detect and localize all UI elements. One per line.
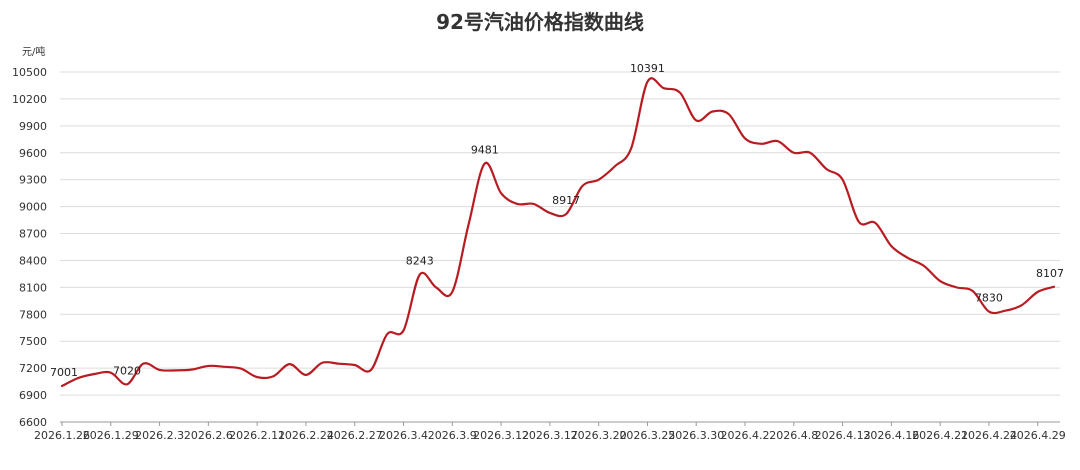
x-tick-label: 2026.4.24 — [961, 429, 1017, 442]
y-tick-label: 7500 — [19, 335, 47, 348]
x-tick-label: 2026.3.12 — [473, 429, 529, 442]
x-tick-label: 2026.3.4 — [379, 429, 428, 442]
y-tick-label: 7800 — [19, 308, 47, 321]
y-axis-ticks: 6600 6900 7200 7500 7800 8100 8400 8700 9000 9300… — [12, 66, 47, 429]
y-tick-label: 9000 — [19, 201, 47, 214]
x-tick-label: 2026.4.13 — [815, 429, 871, 442]
gridlines — [60, 71, 1060, 423]
y-axis-label: 元/吨 — [22, 45, 45, 58]
y-tick-label: 7200 — [19, 362, 47, 375]
y-tick-label: 8400 — [19, 254, 47, 267]
x-tick-label: 2026.3.17 — [522, 429, 578, 442]
x-tick-label: 2026.4.16 — [863, 429, 919, 442]
data-label: 7001 — [50, 366, 78, 379]
y-tick-label: 9900 — [19, 120, 47, 133]
x-tick-label: 2026.2.11 — [229, 429, 285, 442]
x-tick-label: 2026.2.3 — [135, 429, 184, 442]
y-tick-label: 9300 — [19, 174, 47, 187]
y-tick-label: 6600 — [19, 416, 47, 429]
x-tick-label: 2026.4.29 — [1010, 429, 1066, 442]
data-label: 8243 — [406, 255, 434, 268]
x-tick-label: 2026.3.25 — [619, 429, 675, 442]
data-label: 8107 — [1036, 267, 1064, 280]
y-tick-label: 6900 — [19, 389, 47, 402]
x-tick-label: 2026.4.21 — [912, 429, 968, 442]
x-tick-label: 2026.2.24 — [278, 429, 334, 442]
x-tick-label: 2026.1.29 — [83, 429, 139, 442]
data-label: 10391 — [630, 62, 665, 75]
x-tick-label: 2026.2.6 — [184, 429, 233, 442]
y-tick-label: 9600 — [19, 147, 47, 160]
x-tick-label: 2026.2.27 — [327, 429, 383, 442]
series-line — [60, 77, 1056, 388]
y-tick-label: 8100 — [19, 281, 47, 294]
data-label: 7020 — [113, 364, 141, 377]
y-tick-label: 8700 — [19, 228, 47, 241]
x-tick-label: 2026.4.2 — [721, 429, 770, 442]
x-tick-label: 2026.3.30 — [668, 429, 724, 442]
data-label: 8917 — [552, 194, 580, 207]
x-tick-label: 2026.4.8 — [769, 429, 818, 442]
x-tick-label: 2026.3.20 — [571, 429, 627, 442]
y-tick-label: 10200 — [12, 93, 47, 106]
data-label: 9481 — [471, 143, 499, 156]
data-labels: 7001 7020 8243 9481 8917 10391 7830 8107 — [50, 62, 1064, 379]
y-tick-label: 10500 — [12, 66, 47, 79]
data-label: 7830 — [975, 292, 1003, 305]
x-tick-label: 2026.1.26 — [34, 429, 90, 442]
x-tick-label: 2026.3.9 — [428, 429, 477, 442]
chart-title: 92号汽油价格指数曲线 — [436, 10, 644, 34]
